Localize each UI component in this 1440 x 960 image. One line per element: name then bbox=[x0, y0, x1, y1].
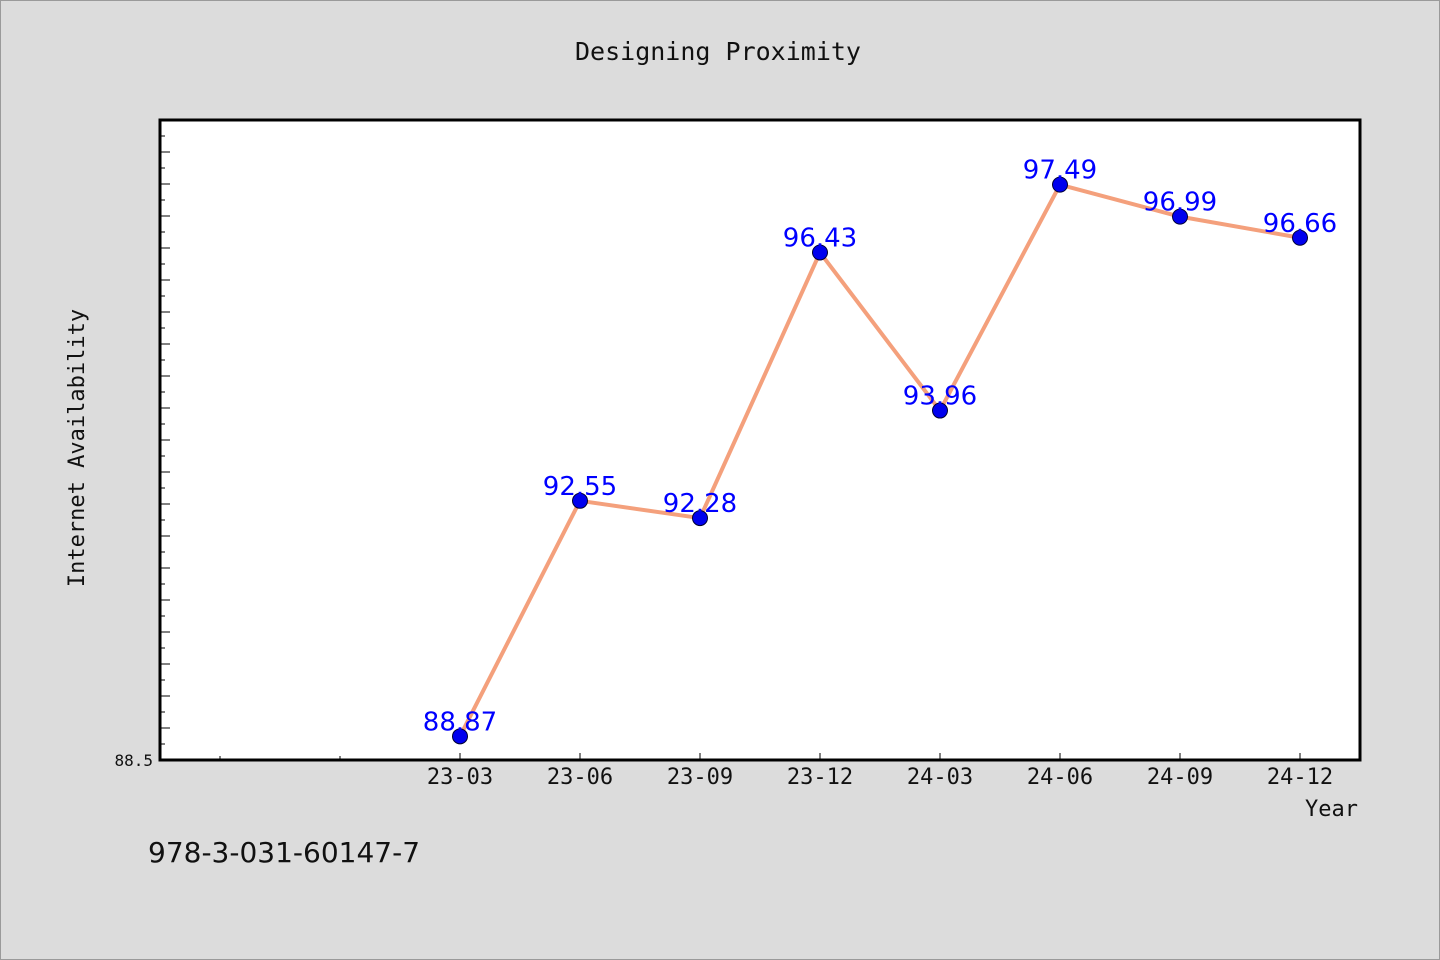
data-label: 96.99 bbox=[1143, 188, 1217, 218]
plot-area bbox=[158, 118, 1362, 762]
x-tick-label: 24-09 bbox=[1147, 765, 1213, 790]
x-tick-label: 23-06 bbox=[547, 765, 613, 790]
data-label: 93.96 bbox=[903, 382, 977, 412]
data-point bbox=[1292, 229, 1308, 246]
data-label: 96.66 bbox=[1263, 209, 1337, 239]
data-point bbox=[452, 728, 468, 745]
x-tick-label: 23-12 bbox=[787, 765, 853, 790]
data-point bbox=[932, 402, 948, 419]
y-axis-label: Internet Availability bbox=[65, 309, 90, 587]
x-tick-label: 23-03 bbox=[427, 765, 493, 790]
data-point bbox=[1172, 208, 1188, 225]
data-point bbox=[812, 244, 828, 261]
x-tick-label: 23-09 bbox=[667, 765, 733, 790]
chart-title: Designing Proximity bbox=[575, 37, 861, 66]
y-axis-min-label: 88.5 bbox=[114, 751, 153, 770]
x-axis-tick-labels: 23-03 23-06 23-09 23-12 24-03 24-06 24-09 24-12 bbox=[427, 765, 1333, 790]
data-point bbox=[692, 510, 708, 527]
data-label: 96.43 bbox=[783, 223, 857, 253]
data-point bbox=[1052, 176, 1068, 193]
isbn-text: 978-3-031-60147-7 bbox=[148, 836, 420, 869]
data-point bbox=[572, 492, 588, 509]
data-label: 92.28 bbox=[663, 489, 737, 519]
x-tick-label: 24-12 bbox=[1267, 765, 1333, 790]
x-axis-ticks bbox=[219, 753, 1301, 760]
series-line-group bbox=[452, 176, 1308, 745]
y-axis-ticks bbox=[160, 119, 170, 761]
series-line bbox=[458, 182, 1301, 738]
data-label: 92.55 bbox=[543, 472, 617, 502]
x-axis-label: Year bbox=[1305, 797, 1358, 822]
data-label: 97.49 bbox=[1023, 156, 1097, 186]
x-tick-label: 24-06 bbox=[1027, 765, 1093, 790]
data-labels: 88.87 92.55 92.28 96.43 93.96 97.49 96.99 96.66 bbox=[423, 156, 1337, 738]
data-label: 88.87 bbox=[423, 707, 497, 737]
x-tick-label: 24-03 bbox=[907, 765, 973, 790]
